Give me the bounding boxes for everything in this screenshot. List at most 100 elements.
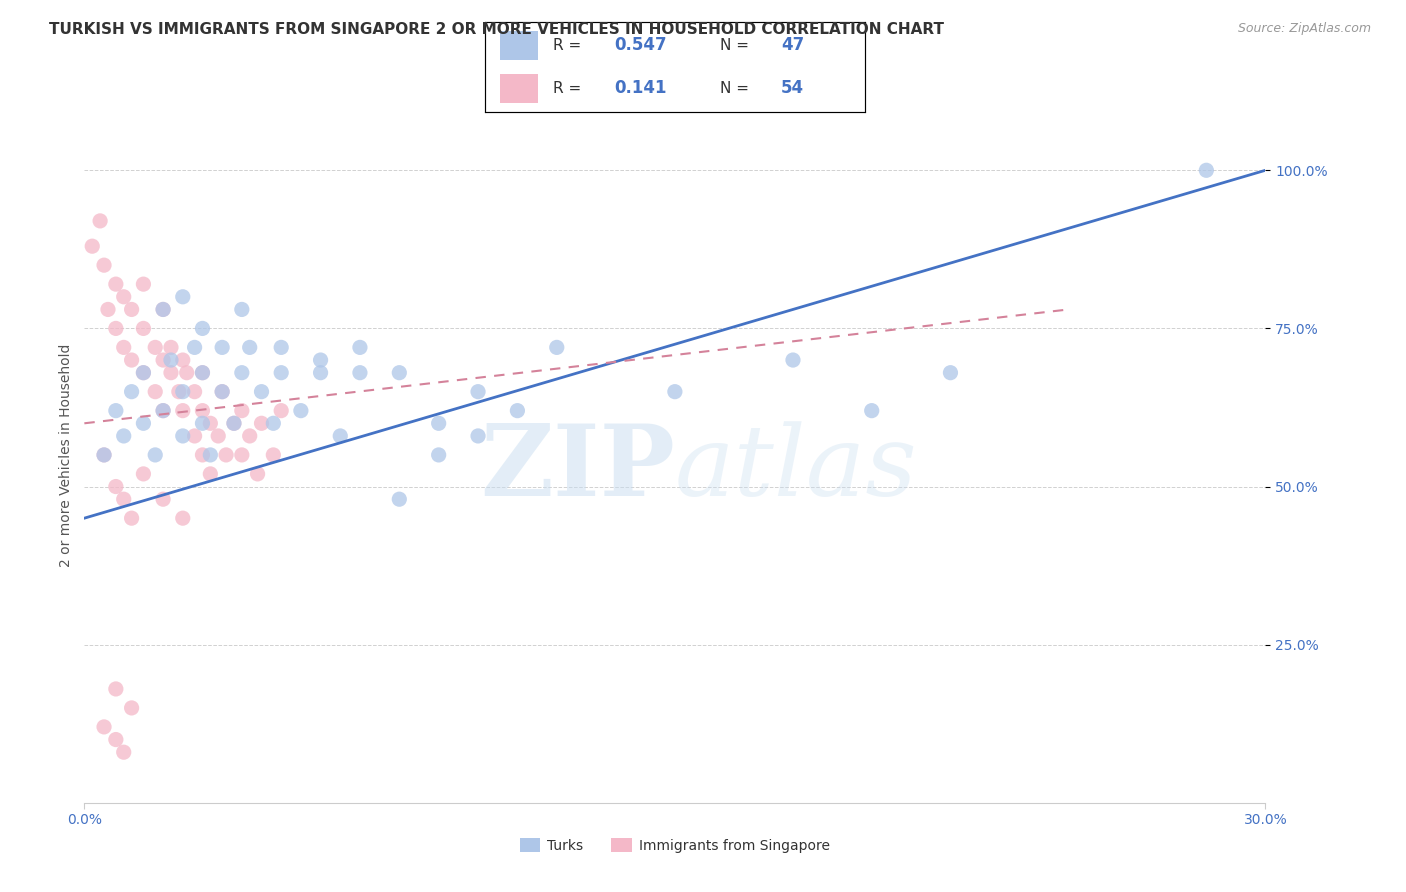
- Point: [152, 403, 174, 417]
- FancyBboxPatch shape: [501, 74, 538, 103]
- Point: [104, 732, 127, 747]
- Point: [290, 403, 312, 417]
- Point: [211, 384, 233, 399]
- Text: atlas: atlas: [675, 421, 918, 516]
- Text: ZIP: ZIP: [479, 420, 675, 517]
- Point: [860, 403, 883, 417]
- Point: [143, 340, 166, 354]
- Point: [143, 448, 166, 462]
- Point: [1195, 163, 1218, 178]
- Text: 0.547: 0.547: [614, 37, 666, 54]
- Point: [427, 417, 450, 431]
- Point: [89, 214, 111, 228]
- Point: [132, 417, 155, 431]
- Point: [231, 366, 253, 380]
- FancyBboxPatch shape: [501, 31, 538, 60]
- Point: [939, 366, 962, 380]
- Text: Source: ZipAtlas.com: Source: ZipAtlas.com: [1237, 22, 1371, 36]
- Point: [152, 403, 174, 417]
- Point: [172, 290, 194, 304]
- Point: [172, 429, 194, 443]
- Point: [329, 429, 352, 443]
- Text: 47: 47: [782, 37, 804, 54]
- Point: [93, 720, 115, 734]
- Point: [211, 384, 233, 399]
- Point: [143, 384, 166, 399]
- Point: [112, 745, 135, 759]
- Point: [270, 403, 292, 417]
- Point: [191, 448, 214, 462]
- Point: [191, 321, 214, 335]
- Point: [104, 277, 127, 292]
- Text: N =: N =: [720, 81, 754, 95]
- Point: [506, 403, 529, 417]
- Point: [132, 366, 155, 380]
- Point: [121, 701, 143, 715]
- Point: [167, 384, 190, 399]
- Point: [172, 511, 194, 525]
- Point: [231, 448, 253, 462]
- Point: [349, 340, 371, 354]
- Point: [93, 448, 115, 462]
- Y-axis label: 2 or more Vehicles in Household: 2 or more Vehicles in Household: [59, 343, 73, 566]
- Text: 54: 54: [782, 79, 804, 97]
- Point: [467, 384, 489, 399]
- Point: [207, 429, 229, 443]
- Point: [93, 258, 115, 272]
- Point: [183, 429, 205, 443]
- Point: [222, 417, 245, 431]
- Point: [270, 366, 292, 380]
- Text: 0.141: 0.141: [614, 79, 666, 97]
- Point: [160, 366, 183, 380]
- Text: N =: N =: [720, 38, 754, 53]
- Text: TURKISH VS IMMIGRANTS FROM SINGAPORE 2 OR MORE VEHICLES IN HOUSEHOLD CORRELATION: TURKISH VS IMMIGRANTS FROM SINGAPORE 2 O…: [49, 22, 945, 37]
- Point: [191, 417, 214, 431]
- Point: [152, 353, 174, 368]
- Point: [200, 448, 222, 462]
- Point: [121, 302, 143, 317]
- Point: [231, 302, 253, 317]
- Point: [104, 321, 127, 335]
- Point: [191, 366, 214, 380]
- Point: [262, 417, 284, 431]
- Point: [160, 340, 183, 354]
- Point: [121, 511, 143, 525]
- Point: [132, 277, 155, 292]
- Point: [172, 403, 194, 417]
- Text: R =: R =: [554, 81, 592, 95]
- Point: [239, 340, 262, 354]
- Point: [121, 353, 143, 368]
- Point: [239, 429, 262, 443]
- Point: [160, 353, 183, 368]
- Point: [97, 302, 120, 317]
- Point: [93, 448, 115, 462]
- Point: [388, 366, 411, 380]
- Point: [112, 340, 135, 354]
- Point: [262, 448, 284, 462]
- Point: [215, 448, 238, 462]
- Point: [222, 417, 245, 431]
- Point: [176, 366, 198, 380]
- Point: [112, 429, 135, 443]
- Point: [250, 384, 273, 399]
- Point: [191, 366, 214, 380]
- Point: [211, 340, 233, 354]
- Point: [782, 353, 804, 368]
- Text: R =: R =: [554, 38, 586, 53]
- Point: [546, 340, 568, 354]
- Point: [183, 384, 205, 399]
- Point: [467, 429, 489, 443]
- Legend: Turks, Immigrants from Singapore: Turks, Immigrants from Singapore: [515, 832, 835, 858]
- Point: [104, 479, 127, 493]
- Point: [183, 340, 205, 354]
- Point: [121, 384, 143, 399]
- Point: [388, 492, 411, 507]
- Point: [200, 467, 222, 481]
- Point: [200, 417, 222, 431]
- Point: [132, 366, 155, 380]
- Point: [250, 417, 273, 431]
- Point: [112, 492, 135, 507]
- Point: [231, 403, 253, 417]
- Point: [349, 366, 371, 380]
- Point: [427, 448, 450, 462]
